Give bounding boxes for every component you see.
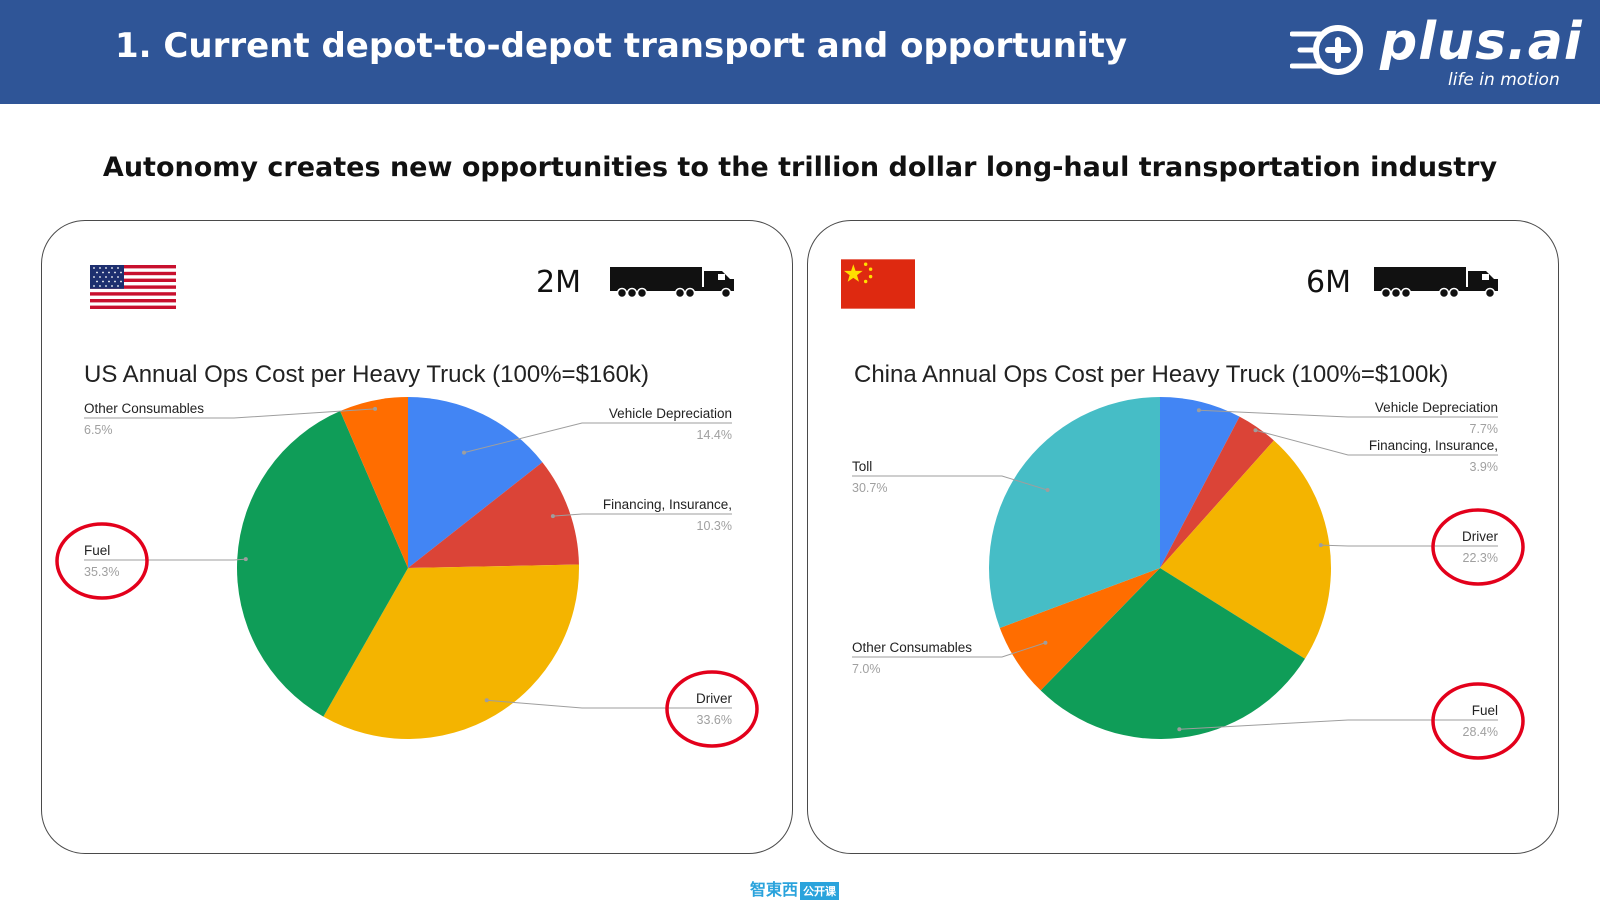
- china-label-toll: Toll: [852, 459, 872, 474]
- us-label-driver: Driver: [696, 691, 733, 706]
- china-label-fuel: Fuel: [1472, 703, 1498, 718]
- logo-tagline: life in motion: [1448, 70, 1560, 90]
- china-truck-count: 6M: [1306, 265, 1351, 300]
- us-leader-dot-driver: [484, 698, 489, 703]
- us-pie-slice-driver: [323, 564, 579, 740]
- us-chart-title: US Annual Ops Cost per Heavy Truck (100%…: [84, 361, 649, 388]
- china-value-financing-insurance: 3.9%: [1470, 460, 1499, 474]
- china-chart-title: China Annual Ops Cost per Heavy Truck (1…: [854, 361, 1449, 388]
- us-truck-count: 2M: [536, 265, 581, 300]
- china-value-driver: 22.3%: [1463, 551, 1498, 565]
- china-leader-dot-other-consumables: [1043, 640, 1048, 645]
- truck-icon: [1374, 267, 1498, 299]
- us-pie-slice-fuel: [237, 411, 408, 717]
- us-chart-panel: 2M US Annual Ops Cost per Heavy Truck (1…: [41, 220, 793, 854]
- china-leader-line-financing-insurance: [1255, 429, 1498, 456]
- brand-logo: plus.ai life in motion: [1290, 12, 1590, 98]
- slide-subtitle: Autonomy creates new opportunities to th…: [102, 152, 1498, 183]
- china-value-toll: 30.7%: [852, 481, 887, 495]
- china-highlight-circle-fuel: [1431, 682, 1525, 760]
- china-leader-dot-vehicle-depreciation: [1196, 408, 1201, 413]
- header-bar: 1. Current depot-to-depot transport and …: [0, 0, 1600, 104]
- us-leader-dot-financing-insurance: [550, 514, 555, 519]
- china-leader-line-fuel: [1179, 719, 1498, 730]
- us-leader-line-other-consumables: [84, 408, 376, 419]
- us-leader-dot-vehicle-depreciation: [462, 450, 467, 455]
- china-leader-dot-financing-insurance: [1253, 428, 1258, 433]
- us-value-fuel: 35.3%: [84, 565, 119, 579]
- us-value-other-consumables: 6.5%: [84, 423, 113, 437]
- page-title: 1. Current depot-to-depot transport and …: [115, 26, 1127, 66]
- us-label-vehicle-depreciation: Vehicle Depreciation: [609, 406, 732, 421]
- china-chart-panel: 6M China Annual Ops Cost per Heavy Truck…: [807, 220, 1559, 854]
- china-value-vehicle-depreciation: 7.7%: [1470, 422, 1499, 436]
- china-label-other-consumables: Other Consumables: [852, 640, 972, 655]
- us-pie-slice-financing-insurance: [408, 462, 579, 568]
- china-leader-line-driver: [1320, 544, 1498, 547]
- china-leader-dot-toll: [1045, 488, 1050, 493]
- china-pie-slice-vehicle-depreciation: [1160, 397, 1240, 568]
- us-flag-icon: [90, 265, 176, 309]
- us-leader-dot-other-consumables: [373, 406, 378, 411]
- china-pie-slice-other-consumables: [999, 568, 1160, 691]
- plus-ai-logo-icon: [1290, 25, 1363, 75]
- china-highlight-circle-driver: [1431, 508, 1525, 586]
- china-pie-chart: Vehicle Depreciation 7.7% Financing, Insur…: [852, 397, 1525, 760]
- us-leader-line-driver: [486, 699, 732, 709]
- us-label-other-consumables: Other Consumables: [84, 401, 204, 416]
- china-pie-slice-financing-insurance: [1160, 416, 1274, 568]
- china-flag-icon: [841, 259, 915, 309]
- us-leader-line-financing-insurance: [552, 513, 732, 517]
- china-leader-dot-driver: [1318, 543, 1323, 548]
- us-highlight-circle-driver: [665, 670, 759, 748]
- china-leader-line-toll: [852, 475, 1048, 491]
- footer-logo-box: 公开课: [800, 881, 840, 900]
- us-value-financing-insurance: 10.3%: [697, 519, 732, 533]
- china-pie-slice-driver: [1160, 440, 1331, 659]
- us-label-fuel: Fuel: [84, 543, 110, 558]
- china-leader-line-vehicle-depreciation: [1198, 409, 1498, 418]
- footer-logo-text: 智東西: [750, 880, 799, 899]
- us-value-driver: 33.6%: [697, 713, 732, 727]
- us-leader-line-vehicle-depreciation: [463, 422, 732, 454]
- us-leader-line-fuel: [84, 558, 246, 561]
- china-value-fuel: 28.4%: [1463, 725, 1498, 739]
- us-value-vehicle-depreciation: 14.4%: [697, 428, 732, 442]
- china-leader-line-other-consumables: [852, 642, 1046, 658]
- china-value-other-consumables: 7.0%: [852, 662, 881, 676]
- china-label-vehicle-depreciation: Vehicle Depreciation: [1375, 400, 1498, 415]
- us-pie-slice-other-consumables: [340, 397, 408, 568]
- china-pie-slice-toll: [989, 397, 1160, 628]
- logo-text: plus.ai: [1380, 12, 1583, 72]
- china-label-financing-insurance: Financing, Insurance,: [1369, 438, 1498, 453]
- us-pie-chart: Vehicle Depreciation 14.4% Financing, Insu…: [55, 397, 759, 748]
- us-highlight-circle-fuel: [55, 522, 149, 600]
- truck-icon: [610, 267, 734, 299]
- footer-watermark-logo: 智東西 公开课: [750, 876, 840, 900]
- us-pie-slice-vehicle-depreciation: [408, 397, 543, 568]
- china-label-driver: Driver: [1462, 529, 1499, 544]
- us-leader-dot-fuel: [243, 557, 248, 562]
- china-leader-dot-fuel: [1177, 727, 1182, 732]
- us-label-financing-insurance: Financing, Insurance,: [603, 497, 732, 512]
- china-pie-slice-fuel: [1040, 568, 1305, 739]
